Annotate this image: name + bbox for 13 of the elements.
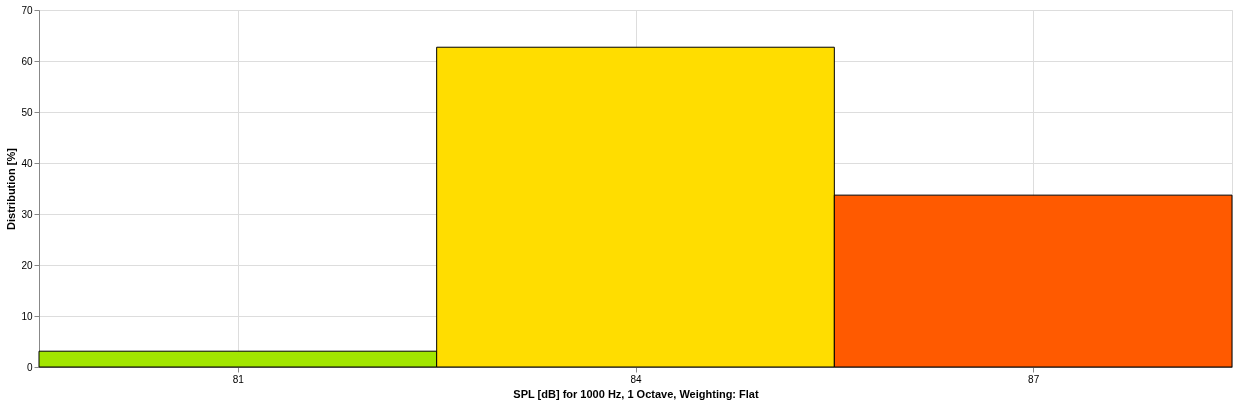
y-tick-label: 0 xyxy=(26,361,33,373)
y-tick-label: 20 xyxy=(21,259,33,271)
y-tick-label: 50 xyxy=(21,106,33,118)
x-tick-label: 81 xyxy=(232,373,245,385)
x-tick-label: 87 xyxy=(1028,373,1040,385)
x-tick-label: 84 xyxy=(630,373,642,385)
y-tick-label: 10 xyxy=(21,310,33,322)
y-axis-title: Distribution [%] xyxy=(5,147,18,230)
y-tick-label: 60 xyxy=(21,55,33,67)
y-tick-label: 70 xyxy=(21,4,33,16)
x-axis-title: SPL [dB] for 1000 Hz, 1 Octave, Weighting: Flat xyxy=(513,387,759,400)
y-tick-label: 40 xyxy=(21,157,33,169)
y-tick-label: 30 xyxy=(21,208,33,220)
